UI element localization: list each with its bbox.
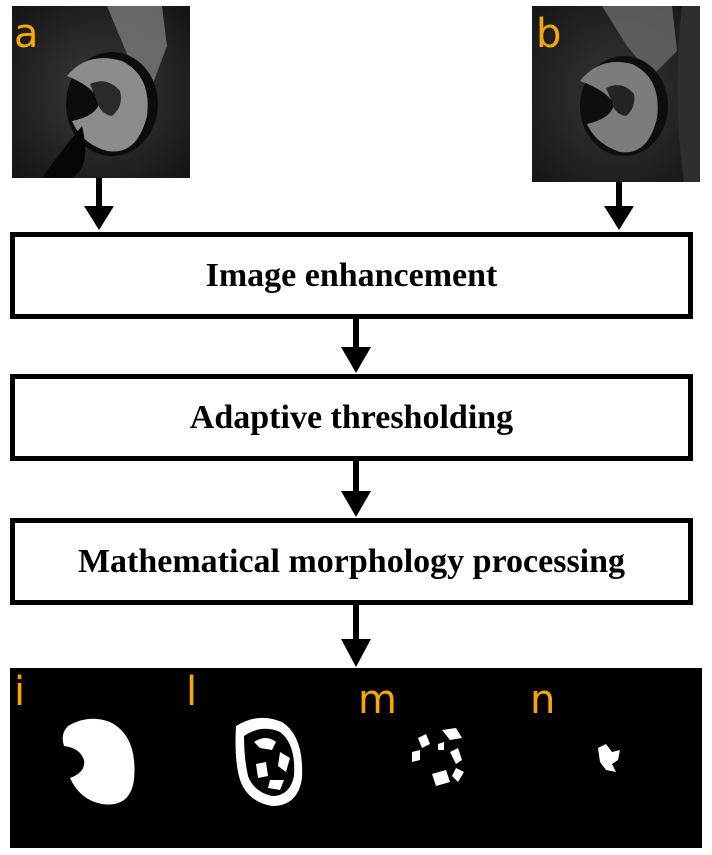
- mask-m-shape: [442, 728, 462, 740]
- panel-label-b: b: [536, 11, 562, 57]
- step-label: Mathematical morphology processing: [77, 542, 626, 580]
- step-adaptive-thresholding: Adaptive thresholding: [10, 374, 693, 461]
- arrow-a-to-enhancement: [84, 178, 114, 230]
- kidney-scan-a-graphic: [12, 6, 190, 178]
- mask-i-shape: [62, 718, 135, 805]
- mask-n-shape: [598, 744, 620, 772]
- result-label-m: m: [358, 677, 397, 723]
- step-label: Adaptive thresholding: [189, 398, 514, 436]
- arrow-thresholding-to-morphology: [341, 461, 371, 517]
- segmentation-results-graphic: [62, 717, 620, 806]
- input-image-a: [12, 6, 190, 178]
- step-morphology-processing: Mathematical morphology processing: [10, 518, 693, 605]
- step-label: Image enhancement: [205, 256, 498, 294]
- result-label-l: l: [186, 669, 198, 715]
- result-strip: [10, 668, 702, 848]
- panel-label-a: a: [14, 11, 39, 57]
- kidney-scan-b-graphic: [532, 6, 700, 182]
- arrow-enhancement-to-thresholding: [341, 319, 371, 373]
- input-image-b: [532, 6, 700, 182]
- step-image-enhancement: Image enhancement: [10, 232, 693, 319]
- arrow-b-to-enhancement: [604, 182, 634, 230]
- result-label-i: i: [14, 669, 26, 715]
- result-label-n: n: [530, 677, 556, 723]
- arrow-morphology-to-results: [341, 605, 371, 667]
